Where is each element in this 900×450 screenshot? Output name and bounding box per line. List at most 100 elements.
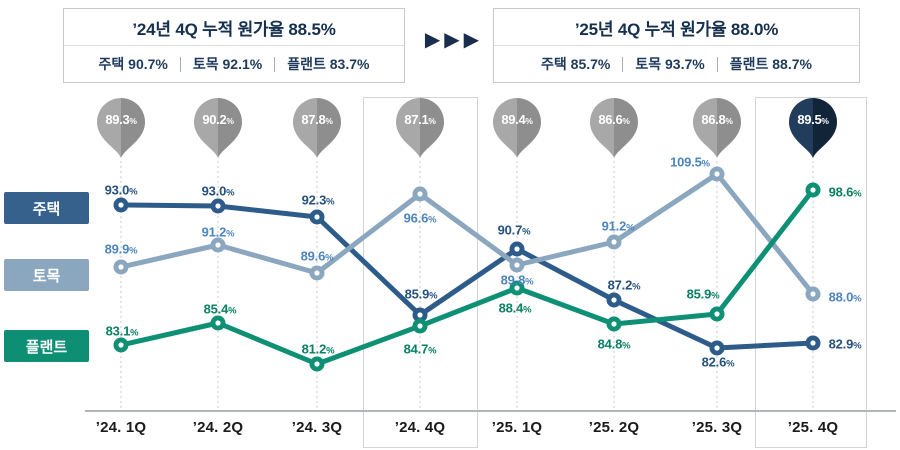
value-label-civil: 89.8% <box>500 272 534 288</box>
x-axis-line <box>85 410 896 412</box>
data-point-hole <box>714 345 720 351</box>
quarter-total-balloon: 86.6% <box>590 98 638 160</box>
data-point-hole <box>215 242 221 248</box>
value-label-housing: 85.9% <box>404 286 438 302</box>
value-label-civil: 109.5% <box>670 154 710 170</box>
x-axis-label: ’25. 2Q <box>588 419 640 436</box>
data-point-housing <box>606 292 622 308</box>
data-point-hole <box>611 321 617 327</box>
balloon-value: 87.1% <box>404 112 436 127</box>
x-axis-label: ’25. 1Q <box>491 419 543 436</box>
summary-item-civil-2024: 토목 92.1% <box>192 56 263 72</box>
data-point-hole <box>118 202 124 208</box>
data-point-hole <box>714 311 720 317</box>
data-point-plant <box>210 315 226 331</box>
quarter-total-balloon-highlight: 89.5% <box>789 98 837 160</box>
divider <box>179 56 181 72</box>
balloon-pin-icon <box>590 98 638 158</box>
x-axis-label: ’24. 3Q <box>291 419 343 436</box>
x-axis-label: ’24. 4Q <box>394 419 446 436</box>
value-label-civil: 88.0% <box>828 289 862 305</box>
summary-box-2025: ’25년 4Q 누적 원가율 88.0% 주택 85.7% 토목 93.7% 플… <box>493 8 860 83</box>
value-label-housing: 92.3% <box>301 192 335 208</box>
value-label-plant: 83.1% <box>105 323 139 339</box>
value-label-civil: 89.9% <box>104 241 138 257</box>
balloon-value: 89.4% <box>501 112 533 127</box>
balloon-pin-icon <box>293 98 341 158</box>
balloon-pin-icon <box>396 98 444 158</box>
value-label-housing: 87.2% <box>607 277 641 293</box>
value-label-plant: 85.9% <box>686 286 720 302</box>
data-point-housing <box>113 197 129 213</box>
summary-breakdown-2024: 주택 90.7% 토목 92.1% 플랜트 83.7% <box>64 46 404 82</box>
quarter-total-balloon: 89.4% <box>493 98 541 160</box>
summary-item-housing-2025: 주택 85.7% <box>541 56 611 72</box>
data-point-hole <box>514 262 520 268</box>
summary-box-2024: ’24년 4Q 누적 원가율 88.5% 주택 90.7% 토목 92.1% 플… <box>63 8 405 83</box>
data-point-hole <box>314 214 320 220</box>
value-label-plant: 98.6% <box>828 184 862 200</box>
value-label-civil: 91.2% <box>601 218 635 234</box>
summary-item-plant-2025: 플랜트 88.7% <box>729 56 812 72</box>
data-point-hole <box>514 246 520 252</box>
x-axis-label: ’25. 4Q <box>787 419 839 436</box>
legend-civil: 토목 <box>4 259 89 291</box>
balloon-value: 86.8% <box>701 112 733 127</box>
quarter-total-balloon: 89.3% <box>97 98 145 160</box>
data-point-plant <box>606 316 622 332</box>
x-axis-label: ’25. 3Q <box>691 419 743 436</box>
balloon-value: 87.8% <box>301 112 333 127</box>
balloon-pin-icon <box>97 98 145 158</box>
summary-title-2024: ’24년 4Q 누적 원가율 88.5% <box>64 9 404 46</box>
summary-item-housing-2024: 주택 90.7% <box>98 56 168 72</box>
x-axis-label: ’24. 1Q <box>95 419 147 436</box>
divider <box>716 56 718 72</box>
value-label-plant: 88.4% <box>498 300 532 316</box>
summary-item-plant-2024: 플랜트 83.7% <box>287 56 370 72</box>
data-point-housing <box>309 209 325 225</box>
divider <box>274 56 276 72</box>
data-point-hole <box>611 239 617 245</box>
data-point-hole <box>314 270 320 276</box>
divider <box>622 56 624 72</box>
quarter-total-balloon: 86.8% <box>693 98 741 160</box>
summary-item-civil-2025: 토목 93.7% <box>635 56 705 72</box>
legend-housing: 주택 <box>4 192 89 224</box>
value-label-plant: 81.2% <box>301 341 335 357</box>
data-point-civil <box>709 166 725 182</box>
value-label-housing: 82.9% <box>828 336 862 352</box>
data-point-plant <box>709 306 725 322</box>
data-point-plant <box>113 337 129 353</box>
transition-arrows-icon: ▶▶▶ <box>424 29 484 51</box>
x-axis-label: ’24. 2Q <box>192 419 244 436</box>
summary-title-2025: ’25년 4Q 누적 원가율 88.0% <box>494 9 859 46</box>
quarter-total-balloon: 90.2% <box>194 98 242 160</box>
data-point-civil <box>210 237 226 253</box>
data-point-plant <box>309 356 325 372</box>
balloon-pin-icon <box>789 98 837 158</box>
data-point-hole <box>314 361 320 367</box>
data-point-civil <box>509 257 525 273</box>
data-point-civil <box>309 265 325 281</box>
balloon-value: 86.6% <box>598 112 630 127</box>
value-label-civil: 91.2% <box>201 224 235 240</box>
balloon-value: 89.3% <box>105 112 137 127</box>
data-point-hole <box>118 264 124 270</box>
quarter-total-balloon: 87.1% <box>396 98 444 160</box>
value-label-housing: 90.7% <box>497 222 531 238</box>
balloon-pin-icon <box>194 98 242 158</box>
data-point-hole <box>611 297 617 303</box>
data-point-hole <box>215 203 221 209</box>
value-label-housing: 93.0% <box>104 182 138 198</box>
balloon-value: 89.5% <box>797 112 829 127</box>
value-label-plant: 84.8% <box>597 336 631 352</box>
quarter-total-balloon: 87.8% <box>293 98 341 160</box>
data-point-hole <box>215 320 221 326</box>
balloon-value: 90.2% <box>202 112 234 127</box>
legend-plant: 플랜트 <box>4 330 89 362</box>
data-point-hole <box>118 342 124 348</box>
value-label-plant: 85.4% <box>203 301 237 317</box>
value-label-civil: 96.6% <box>403 210 437 226</box>
